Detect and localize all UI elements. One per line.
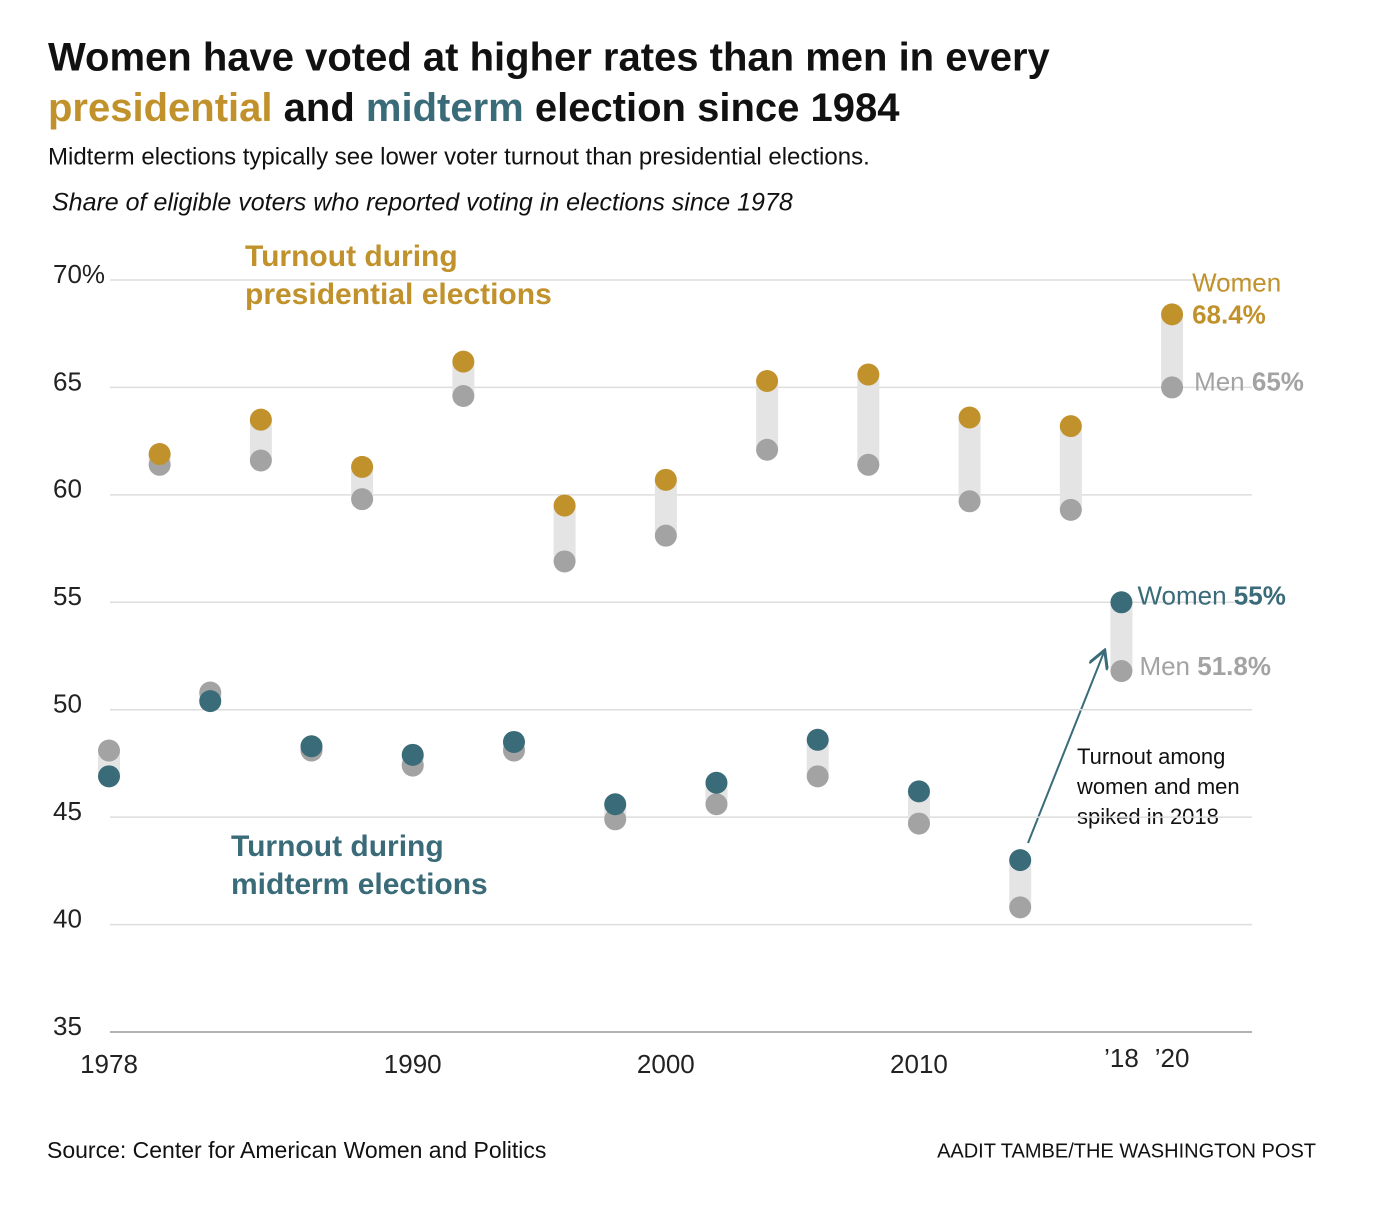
dot (1009, 849, 1032, 872)
y-tick-label: 65 (53, 366, 82, 396)
x-tick-label: 1990 (384, 1049, 442, 1079)
y-tick-label: 45 (53, 796, 82, 826)
dot (857, 453, 880, 476)
dot (553, 494, 576, 517)
dot (502, 730, 525, 753)
dot (907, 812, 930, 835)
annotation: spiked in 2018 (1077, 804, 1219, 829)
dot (351, 455, 374, 478)
y-tick-label: 35 (53, 1011, 82, 1041)
dot (98, 765, 120, 788)
legend-label: Women 55% (1137, 580, 1285, 610)
value-label: 65% (1252, 366, 1304, 396)
dot (756, 369, 779, 392)
dot (806, 728, 829, 751)
dot (452, 385, 475, 408)
source: Source: Center for American Women and Po… (47, 1137, 546, 1163)
dot (452, 350, 475, 373)
y-tick-label: 55 (53, 581, 82, 611)
x-tick-label: ’20 (1155, 1043, 1190, 1073)
dot (958, 490, 981, 513)
x-tick-label: ’18 (1104, 1043, 1139, 1073)
dot (1059, 415, 1082, 438)
dot (857, 363, 880, 386)
dot (907, 780, 930, 803)
y-tick-label: 70% (53, 259, 105, 289)
dot (553, 550, 576, 573)
group-label: Turnout during (231, 830, 444, 863)
dot (958, 406, 981, 429)
dot (1059, 498, 1082, 521)
dot (199, 690, 222, 713)
legend-label: Women (1192, 267, 1281, 297)
connector (958, 417, 981, 502)
y-tick-label: 50 (53, 689, 82, 719)
legend-label: Men 65% (1194, 366, 1304, 396)
connector (857, 374, 880, 465)
dot (604, 808, 627, 831)
dot (1161, 376, 1184, 399)
series-name: Women (1137, 580, 1226, 610)
dot (300, 735, 323, 758)
annotation: Turnout among (1077, 744, 1225, 769)
series-name: Men (1139, 651, 1190, 681)
dot (705, 793, 728, 816)
connector (249, 419, 272, 461)
group-label: presidential elections (245, 278, 552, 311)
title-word: election since 1984 (535, 86, 900, 130)
value-label: 51.8% (1197, 651, 1271, 681)
connector (654, 479, 677, 536)
connector (756, 380, 779, 450)
x-tick-label: 1978 (80, 1049, 138, 1079)
dot (98, 739, 120, 762)
x-tick-label: 2000 (637, 1049, 695, 1079)
dot (1161, 303, 1184, 326)
value-label: 55% (1234, 580, 1286, 610)
y-tick-label: 40 (53, 903, 82, 933)
group-label: Turnout during (245, 240, 458, 273)
group-label: midterm elections (231, 868, 488, 901)
dot (806, 765, 829, 788)
annotation-arrow (1027, 652, 1104, 844)
connector (553, 505, 576, 562)
dot (654, 524, 677, 547)
title-word: midterm (366, 86, 524, 130)
dot (401, 743, 424, 766)
value-label: 68.4% (1192, 299, 1266, 329)
x-tick-label: 2010 (890, 1049, 948, 1079)
series-name: Men (1194, 366, 1245, 396)
title-word: and (284, 86, 355, 130)
y-tick-label: 60 (53, 474, 82, 504)
dot (351, 488, 374, 511)
connector (1009, 860, 1032, 908)
annotation: women and men (1076, 774, 1240, 799)
dot (1110, 660, 1133, 683)
connector (1110, 602, 1133, 672)
plot: 35 40 45 50 55 60 65 70% 1978 1990 2000 2010 ’18 ’20 W… (53, 259, 1304, 1079)
connector (1161, 314, 1184, 388)
dot (705, 771, 728, 794)
dot (249, 449, 272, 472)
credit: AADIT TAMBE/THE WASHINGTON POST (937, 1140, 1316, 1162)
chart-title: presidential and midterm election since … (48, 86, 900, 130)
description: Share of eligible voters who reported vo… (52, 189, 793, 217)
title-word: presidential (48, 86, 273, 130)
dot (654, 468, 677, 491)
subtitle: Midterm elections typically see lower vo… (48, 143, 870, 170)
dot (756, 438, 779, 461)
legend-label: Men 51.8% (1139, 651, 1271, 681)
dot (148, 443, 171, 466)
dot (604, 793, 627, 816)
chart-title: Women have voted at higher rates than me… (48, 36, 1051, 80)
dot (1110, 591, 1133, 614)
dot (1009, 896, 1032, 919)
connector (1059, 426, 1082, 510)
dot (249, 408, 272, 431)
